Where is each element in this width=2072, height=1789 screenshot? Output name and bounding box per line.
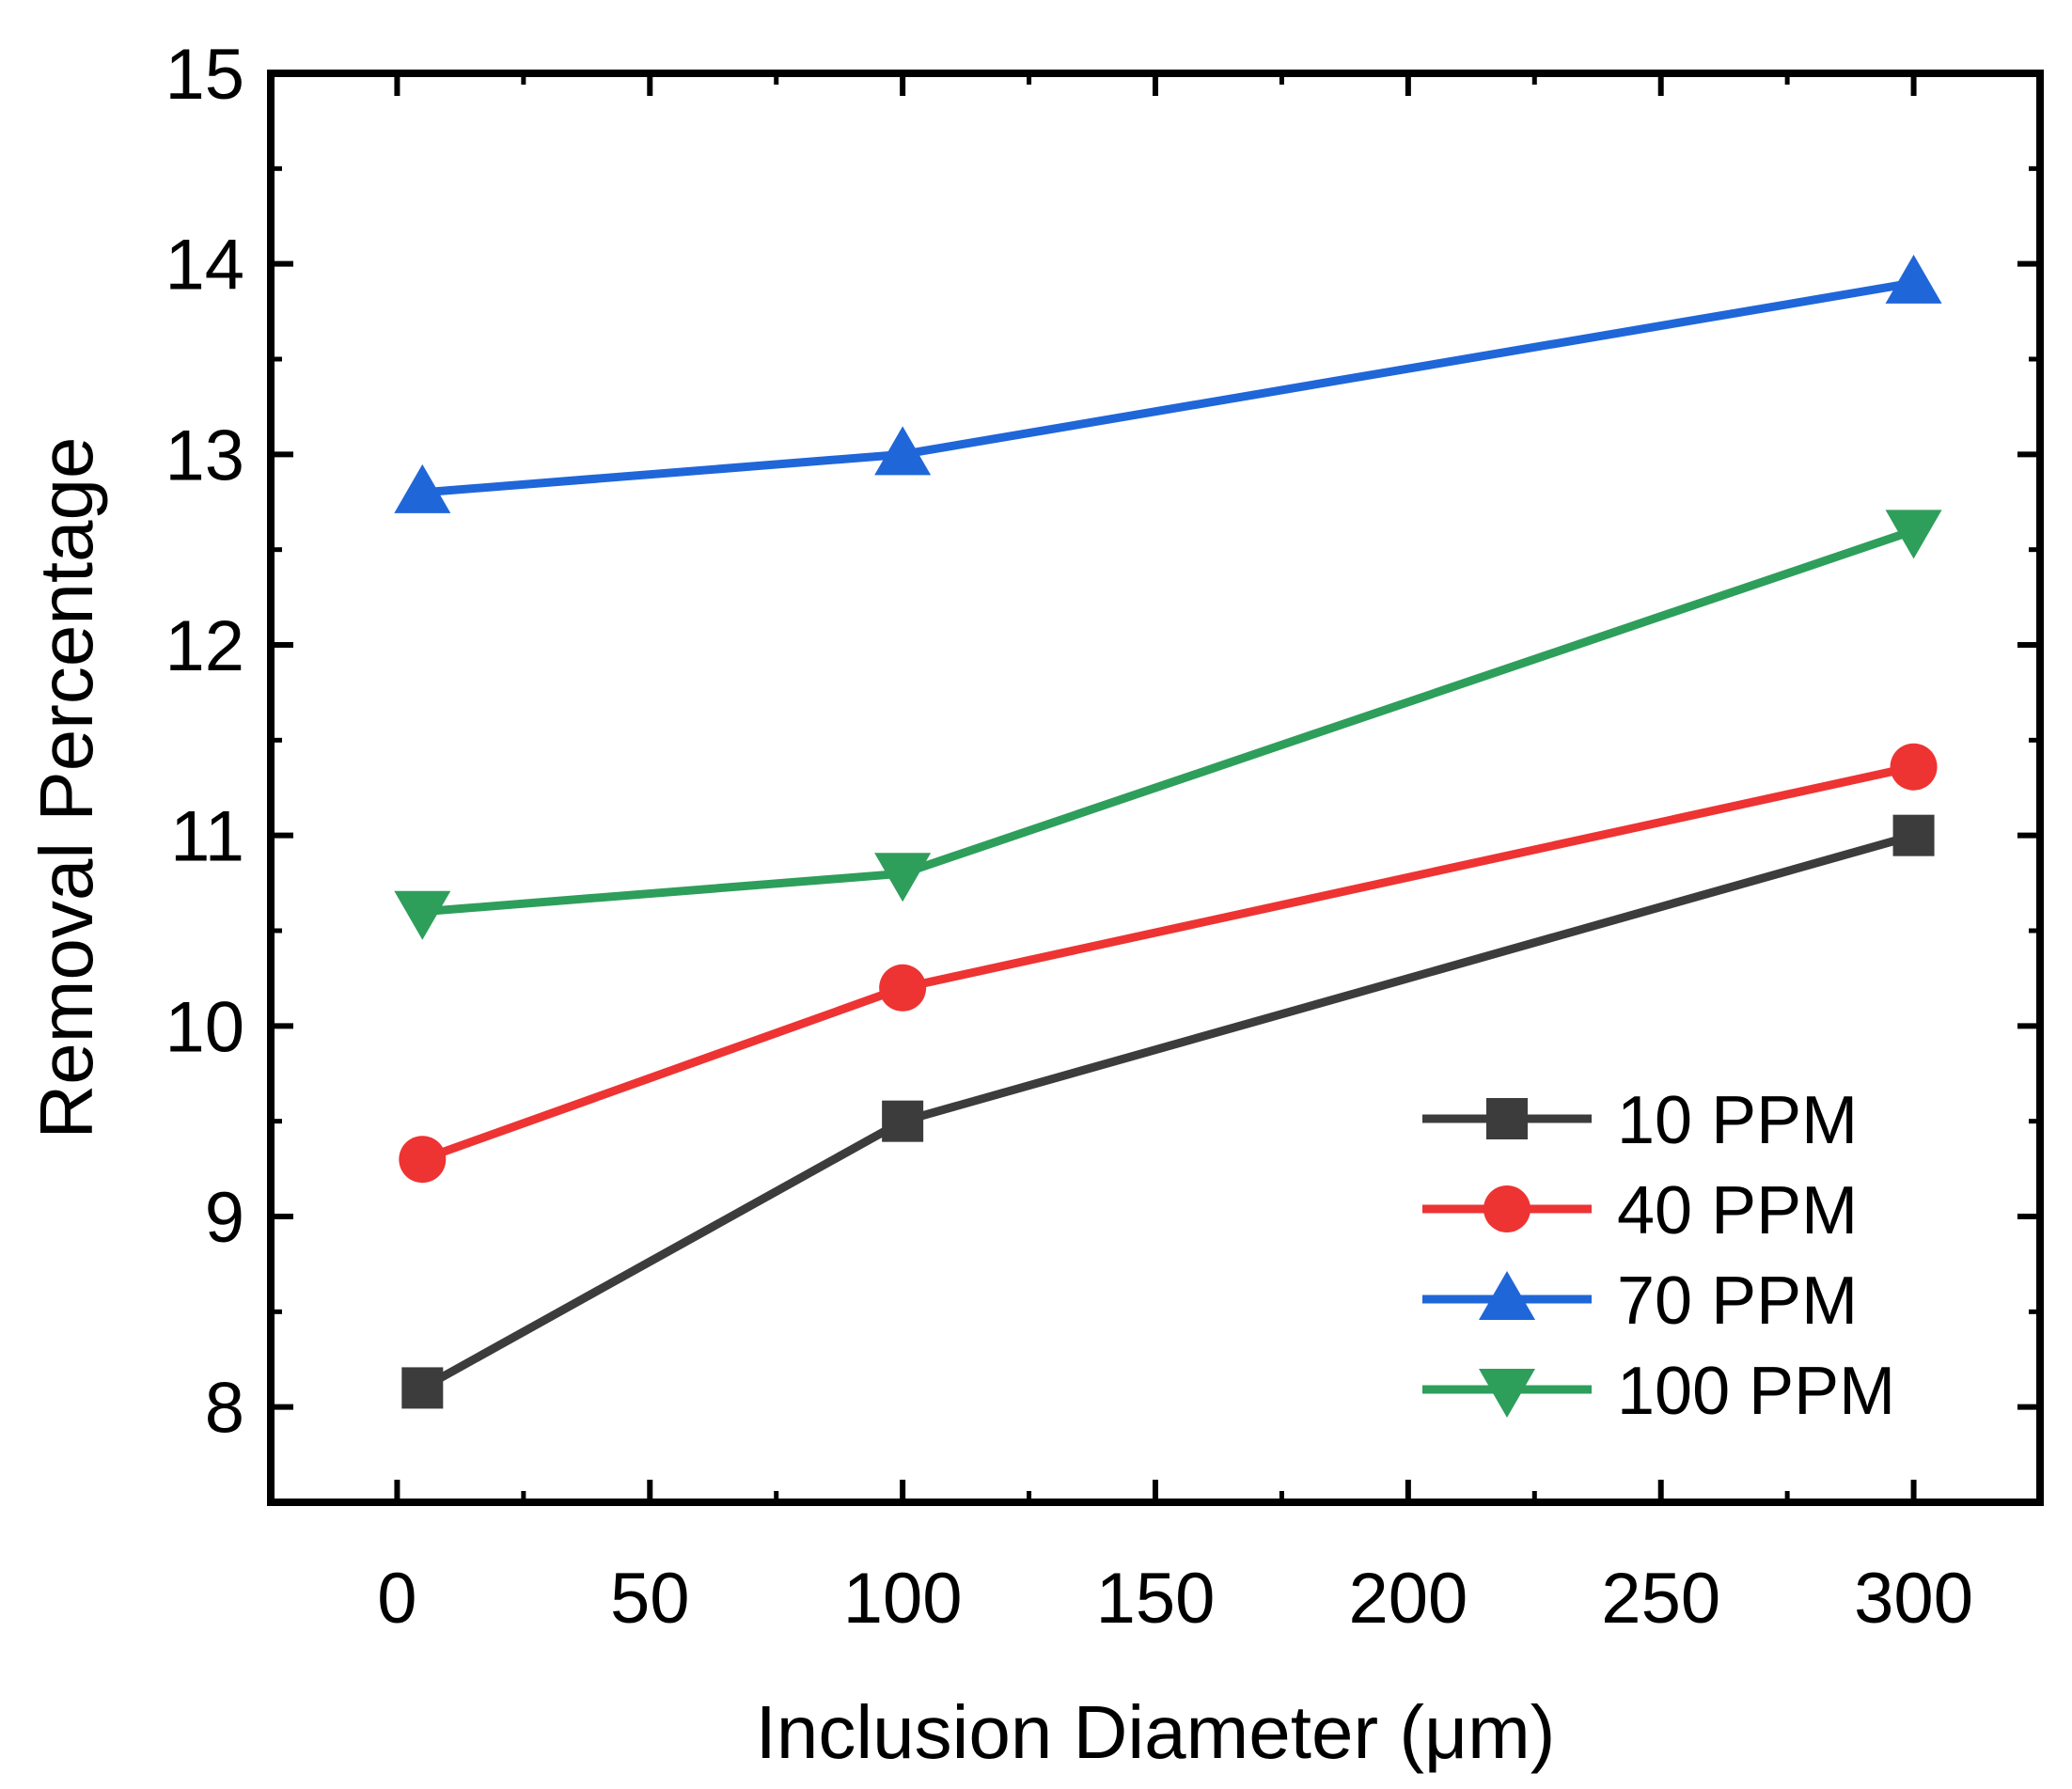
data-point	[1885, 510, 1942, 559]
data-point	[394, 890, 451, 940]
series-line	[421, 526, 1916, 917]
x-tick-label: 200	[1348, 1559, 1468, 1639]
x-axis-title: Inclusion Diameter (μm)	[756, 1690, 1556, 1774]
legend-marker	[1483, 1185, 1530, 1232]
data-point	[1890, 743, 1938, 791]
series-3	[394, 510, 1942, 940]
x-tick-label: 250	[1601, 1559, 1720, 1639]
y-tick-label: 11	[170, 797, 244, 877]
legend-marker	[1479, 1369, 1535, 1418]
data-point	[399, 1136, 447, 1184]
x-tick-label: 50	[610, 1559, 690, 1639]
y-tick-label: 8	[205, 1369, 244, 1449]
series-0	[401, 814, 1935, 1409]
series-layer	[394, 254, 1942, 1409]
legend-item: 100 PPM	[1422, 1354, 1895, 1429]
x-tick-label: 0	[377, 1559, 416, 1639]
y-tick-label: 13	[165, 416, 244, 495]
data-point	[874, 853, 932, 902]
series-2	[394, 254, 1942, 513]
y-tick-label: 15	[165, 35, 244, 115]
series-line	[421, 278, 1915, 497]
legend-marker	[1486, 1098, 1528, 1139]
data-point	[882, 1100, 924, 1142]
legend-label: 100 PPM	[1617, 1354, 1895, 1429]
x-tick-label: 300	[1854, 1559, 1973, 1639]
y-axis-ticks: 8 9 10 11 12 13 14 15	[165, 35, 2040, 1505]
series-1	[399, 743, 1938, 1184]
legend-marker	[1479, 1271, 1535, 1320]
legend: 10 PPM 40 PPM 70 PPM 100 PPM	[1422, 1083, 1895, 1429]
x-axis-ticks: 0 50 100 150 200 250 300	[268, 73, 2043, 1639]
x-tick-label: 100	[843, 1559, 963, 1639]
legend-item: 70 PPM	[1422, 1263, 1858, 1339]
data-point	[401, 1367, 444, 1409]
y-tick-label: 10	[165, 987, 244, 1067]
data-point	[1892, 814, 1935, 856]
y-tick-label: 14	[165, 226, 244, 306]
data-point	[394, 463, 451, 513]
x-tick-label: 150	[1096, 1559, 1216, 1639]
y-tick-label: 9	[205, 1178, 244, 1258]
y-axis-title: Removal Percentage	[24, 436, 108, 1138]
legend-label: 40 PPM	[1617, 1173, 1858, 1248]
legend-item: 10 PPM	[1422, 1083, 1858, 1158]
legend-label: 10 PPM	[1617, 1083, 1858, 1158]
data-point	[874, 426, 932, 476]
legend-item: 40 PPM	[1422, 1173, 1858, 1248]
legend-label: 70 PPM	[1617, 1263, 1858, 1339]
data-point	[1885, 254, 1942, 304]
data-point	[879, 964, 927, 1012]
y-tick-label: 12	[165, 606, 244, 686]
